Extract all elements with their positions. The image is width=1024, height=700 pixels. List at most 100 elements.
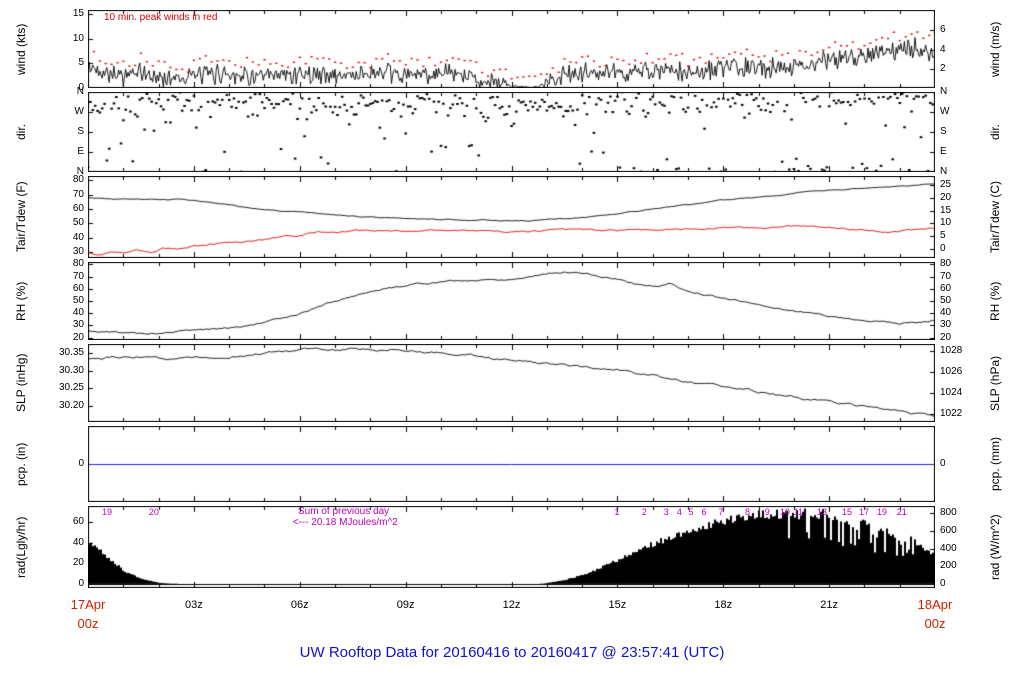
y-tick-label-slp-right: 1028 xyxy=(940,345,963,357)
y-tick-label-tair-left: 80 xyxy=(72,174,84,186)
y-axis-title-wind-left: wind (kts) xyxy=(14,23,28,75)
chart-title: UW Rooftop Data for 20160416 to 20160417… xyxy=(299,644,725,661)
y-tick-label-tair-left: 40 xyxy=(72,231,84,243)
y-tick-label-wind-right: 2 xyxy=(940,62,946,74)
y-tick-label-rh-right: 80 xyxy=(940,258,952,270)
y-axis-title-pcp-right: pcp. (mm) xyxy=(988,437,1002,491)
y-tick-label-rad-left: 20 xyxy=(72,557,84,569)
y-tick-label-dir-left: E xyxy=(77,146,84,157)
solar-energy-mark: 15 xyxy=(842,507,853,517)
y-tick-label-rh-left: 50 xyxy=(72,295,84,306)
y-tick-label-slp-right: 1024 xyxy=(940,386,963,398)
y-tick-label-tair-right: 10 xyxy=(940,217,952,229)
solar-energy-mark: 7 xyxy=(718,507,724,517)
y-tick-label-slp-right: 1022 xyxy=(940,407,963,419)
solar-energy-mark: 17 xyxy=(858,507,869,517)
y-tick-label-rh-left: 70 xyxy=(72,270,84,282)
y-tick-label-tair-left: 30 xyxy=(72,246,84,258)
panel-annotation-rad-0: Sum of previous day xyxy=(297,506,390,517)
y-axis-title-pcp-left: pcp. (in) xyxy=(14,442,28,486)
y-tick-label-tair-left: 70 xyxy=(72,188,84,200)
solar-energy-mark: 10 xyxy=(779,507,790,517)
panel-rad-plot xyxy=(88,506,935,588)
solar-energy-mark: 19 xyxy=(101,507,112,517)
y-axis-title-rh-right: RH (%) xyxy=(988,281,1002,321)
y-tick-label-rh-left: 20 xyxy=(72,331,84,343)
y-axis-title-dir-left: dir. xyxy=(14,124,28,141)
panel-dir-plot xyxy=(88,92,935,172)
y-tick-label-wind-right: 4 xyxy=(940,43,946,55)
y-tick-label-rh-right: 40 xyxy=(940,307,952,319)
x-axis-end-date-hour: 00z xyxy=(924,616,946,631)
x-tick-label: 15z xyxy=(608,599,627,611)
y-tick-label-rad-right: 200 xyxy=(940,560,957,572)
y-tick-label-rh-left: 40 xyxy=(72,307,84,319)
solar-energy-mark: 13 xyxy=(816,507,827,517)
y-tick-label-dir-right: N xyxy=(940,86,948,97)
panel-tair-plot xyxy=(88,176,935,258)
x-tick-label: 09z xyxy=(396,599,415,611)
x-tick-label: 03z xyxy=(185,599,203,611)
y-tick-label-dir-left: W xyxy=(74,106,84,117)
y-axis-title-rh-left: RH (%) xyxy=(14,281,28,321)
y-axis-title-dir-right: dir. xyxy=(988,124,1002,141)
y-axis-title-wind-right: wind (m/s) xyxy=(988,21,1002,77)
y-tick-label-wind-left: 10 xyxy=(72,32,84,44)
y-tick-label-rh-right: 60 xyxy=(940,282,952,294)
y-tick-label-tair-left: 50 xyxy=(72,217,84,229)
y-tick-label-wind-left: 5 xyxy=(78,57,84,69)
solar-energy-mark: 9 xyxy=(764,507,770,517)
y-tick-label-slp-left: 30.25 xyxy=(58,382,84,394)
x-tick-label: 18z xyxy=(714,599,733,611)
solar-energy-mark: 21 xyxy=(896,507,907,517)
x-tick-label: 12z xyxy=(502,599,521,611)
y-tick-label-rh-right: 70 xyxy=(940,270,952,282)
y-tick-label-dir-right: N xyxy=(940,166,948,177)
y-tick-label-rh-left: 60 xyxy=(72,282,84,294)
y-tick-label-dir-right: W xyxy=(940,106,950,117)
y-tick-label-rad-left: 40 xyxy=(72,536,84,548)
y-tick-label-rh-right: 20 xyxy=(940,331,952,343)
y-tick-label-slp-left: 30.20 xyxy=(58,400,84,412)
solar-energy-mark: 20 xyxy=(148,507,159,517)
y-tick-label-dir-left: N xyxy=(76,86,84,97)
solar-energy-mark: 1 xyxy=(614,507,620,517)
x-tick-label: 21z xyxy=(820,599,838,611)
y-axis-title-rad-left: rad(Lgly/hr) xyxy=(14,516,28,578)
y-tick-label-tair-right: 25 xyxy=(940,178,952,190)
y-tick-label-rh-left: 30 xyxy=(72,319,84,331)
y-axis-title-tair-left: Tair/Tdew (F) xyxy=(14,181,28,253)
y-tick-label-rh-right: 30 xyxy=(940,319,952,331)
solar-energy-mark: 6 xyxy=(701,507,707,517)
y-tick-label-rad-right: 400 xyxy=(940,542,957,554)
solar-energy-mark: 5 xyxy=(688,507,694,517)
y-tick-label-tair-right: 0 xyxy=(940,243,946,255)
y-tick-label-slp-right: 1026 xyxy=(940,366,963,377)
panel-wind-plot xyxy=(88,10,935,88)
y-tick-label-wind-right: 6 xyxy=(940,24,946,36)
panel-pcp-plot xyxy=(88,426,935,502)
x-axis-start-date-hour: 00z xyxy=(77,616,99,631)
y-tick-label-tair-right: 20 xyxy=(940,191,952,203)
solar-energy-mark: 2 xyxy=(641,507,647,517)
y-axis-title-rad-right: rad (W/m^2) xyxy=(988,514,1002,580)
y-tick-label-dir-right: E xyxy=(940,146,947,157)
solar-energy-mark: 4 xyxy=(676,507,682,517)
panel-slp-plot xyxy=(88,344,935,422)
solar-energy-mark: 8 xyxy=(744,507,750,517)
solar-energy-mark: 3 xyxy=(663,507,669,517)
y-tick-label-rh-left: 80 xyxy=(72,258,84,270)
y-tick-label-tair-left: 60 xyxy=(72,203,84,215)
y-tick-label-rad-left: 0 xyxy=(78,577,84,589)
y-axis-title-slp-right: SLP (hPa) xyxy=(988,355,1002,411)
x-axis-end-date-month: 18Apr xyxy=(917,597,953,612)
y-tick-label-dir-left: N xyxy=(76,166,84,177)
solar-energy-mark: 11 xyxy=(793,507,803,517)
y-tick-label-slp-left: 30.30 xyxy=(58,364,84,376)
y-tick-label-rad-right: 800 xyxy=(940,507,957,519)
y-tick-label-rh-right: 50 xyxy=(940,295,952,306)
y-tick-label-rad-left: 60 xyxy=(72,516,84,528)
y-tick-label-pcp-left: 0 xyxy=(78,458,84,469)
y-tick-label-dir-right: S xyxy=(940,126,947,137)
